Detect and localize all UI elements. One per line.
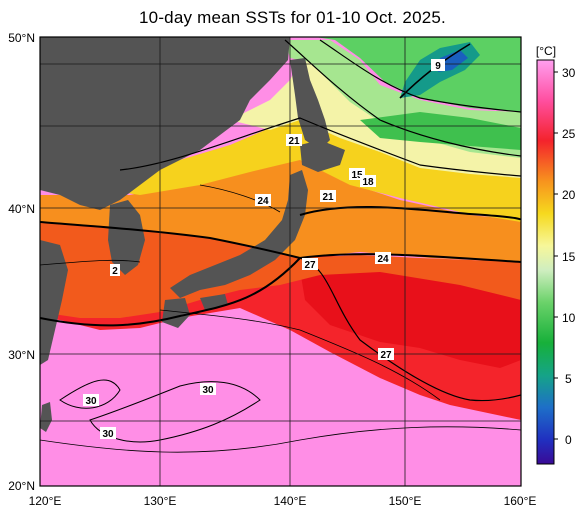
svg-text:24: 24 <box>377 254 389 265</box>
colorbar-tick-15: 15 <box>562 250 576 264</box>
svg-text:30: 30 <box>202 385 214 396</box>
lon-label-120: 120°E <box>29 494 62 508</box>
contour-29 <box>40 426 521 453</box>
contour-25 <box>40 259 141 266</box>
land-taiwan <box>40 402 52 432</box>
svg-text:21: 21 <box>322 192 334 203</box>
contour-label-9: 9 <box>431 59 445 72</box>
contour-label-27b: 27 <box>378 348 394 361</box>
colorbar: [°C] 30 25 20 15 10 5 0 <box>536 44 576 465</box>
svg-text:18: 18 <box>362 177 374 188</box>
svg-text:21: 21 <box>288 136 300 147</box>
contour-label-21b: 21 <box>320 190 336 203</box>
lat-label-20: 20°N <box>8 479 35 493</box>
svg-text:30: 30 <box>85 396 97 407</box>
contour-label-30b: 30 <box>83 394 99 407</box>
colorbar-tick-5: 5 <box>565 372 572 386</box>
contour-30a <box>59 379 121 409</box>
contour-27 <box>40 253 521 327</box>
svg-text:27: 27 <box>380 350 392 361</box>
land-islet <box>186 123 194 131</box>
contour-label-2: 2 <box>110 264 120 277</box>
colorbar-scale <box>536 59 555 465</box>
lat-axis: 50°N 40°N 30°N 20°N <box>8 31 35 493</box>
land-china-coast <box>40 240 68 365</box>
contour-label-30a: 30 <box>200 383 216 396</box>
land-hokkaido <box>300 140 345 172</box>
lat-label-50: 50°N <box>8 31 35 45</box>
land-asia <box>40 37 290 210</box>
sst-band-24 <box>40 150 521 262</box>
svg-text:2: 2 <box>112 266 118 277</box>
contour-27b <box>299 257 521 402</box>
colorbar-ticks <box>554 71 558 440</box>
map-title: 10-day mean SSTs for 01-10 Oct. 2025. <box>139 8 446 27</box>
sst-band-28 <box>300 262 521 368</box>
land-korea <box>108 200 145 275</box>
svg-text:24: 24 <box>257 196 269 207</box>
colorbar-tick-25: 25 <box>562 127 576 141</box>
svg-text:15: 15 <box>351 170 363 181</box>
lon-axis: 120°E 130°E 140°E 150°E 160°E <box>29 494 537 508</box>
contour-label-24a: 24 <box>255 194 271 207</box>
lat-label-30: 30°N <box>8 348 35 362</box>
colorbar-tick-20: 20 <box>562 188 576 202</box>
land-sakhalin <box>290 58 330 150</box>
map-frame <box>39 36 522 487</box>
sst-band-6 <box>438 50 468 72</box>
contour-lines <box>40 39 521 453</box>
contour-21 <box>119 117 521 177</box>
svg-text:27: 27 <box>304 260 316 271</box>
sst-band-14 <box>360 112 521 150</box>
lon-label-130: 130°E <box>144 494 177 508</box>
contour-18 <box>284 39 521 157</box>
contour-15 <box>319 39 521 113</box>
contour-30b <box>89 381 261 443</box>
sst-field <box>40 37 521 486</box>
contour-label-27a: 27 <box>302 258 318 271</box>
contour-28 <box>159 309 441 401</box>
lon-label-160: 160°E <box>504 494 537 508</box>
contour-label-21a: 21 <box>286 134 302 147</box>
land-honshu <box>170 170 308 298</box>
lon-label-140: 140°E <box>274 494 307 508</box>
svg-text:9: 9 <box>435 61 441 72</box>
svg-text:30: 30 <box>102 429 114 440</box>
colorbar-tick-30: 30 <box>562 66 576 80</box>
lon-label-150: 150°E <box>389 494 422 508</box>
contour-label-30c: 30 <box>100 427 116 440</box>
contour-label-24b: 24 <box>375 252 391 265</box>
contour-label-18: 18 <box>360 175 376 188</box>
contour-label-group: 9 21 15 18 21 24 24 27 2 27 30 30 30 <box>83 59 445 440</box>
colorbar-unit: [°C] <box>536 44 556 58</box>
contour-24a <box>40 221 301 259</box>
gridlines <box>40 37 521 486</box>
colorbar-tick-0: 0 <box>565 433 572 447</box>
contour-22 <box>199 184 281 213</box>
lat-label-40: 40°N <box>8 202 35 216</box>
land-kyushu <box>162 298 190 328</box>
colorbar-tick-10: 10 <box>562 311 576 325</box>
